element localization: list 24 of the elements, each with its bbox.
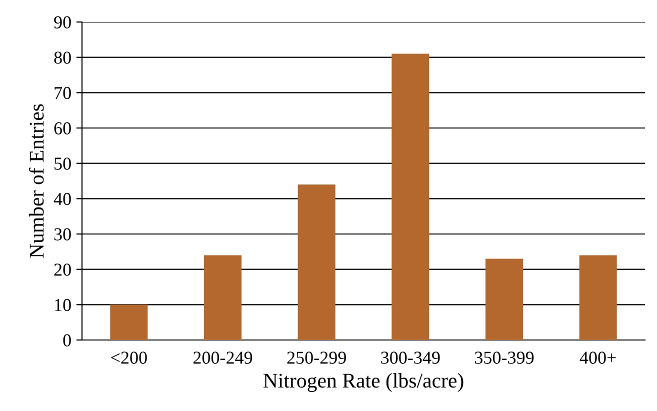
y-tick-label: 90 (54, 16, 71, 28)
y-tick-label: 30 (54, 228, 71, 240)
x-tick-label: 250-299 (287, 352, 346, 364)
y-tick-label: 80 (54, 52, 71, 64)
x-tick-label: 400+ (580, 352, 616, 364)
bar (392, 54, 430, 340)
y-tick-label: 60 (54, 122, 71, 134)
x-axis-title: Nitrogen Rate (lbs/acre) (263, 373, 464, 392)
y-tick-label: 20 (54, 264, 71, 276)
bar (298, 184, 336, 340)
x-tick-label: 350-399 (475, 352, 534, 364)
x-tick-label: <200 (111, 352, 147, 364)
y-tick-label: 50 (54, 158, 71, 170)
x-tick-label: 200-249 (193, 352, 252, 364)
bar (110, 304, 148, 340)
y-tick-label: 10 (55, 298, 71, 312)
y-tick-label: 0 (63, 334, 71, 346)
bar (485, 258, 524, 340)
y-tick-label: 70 (54, 86, 71, 100)
bar (579, 255, 617, 340)
bar (204, 255, 242, 340)
x-tick-label: 300-349 (381, 352, 440, 364)
y-axis-title: Number of Entries (28, 104, 44, 258)
y-tick-label: 40 (54, 192, 71, 206)
